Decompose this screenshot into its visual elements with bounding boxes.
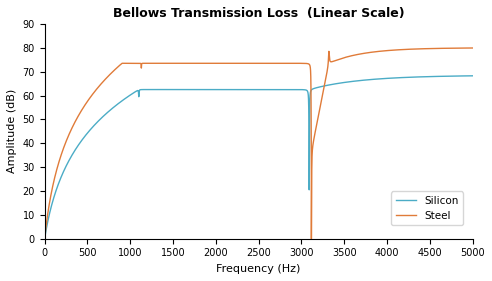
Steel <box>267 62 273 65</box>
Silicon <box>52 194 58 197</box>
Silicon <box>94 121 100 124</box>
Silicon <box>42 237 48 241</box>
Steel <box>314 120 320 123</box>
Silicon <box>314 86 320 89</box>
Steel <box>449 47 455 50</box>
Line: Steel: Steel <box>45 48 473 239</box>
Line: Silicon: Silicon <box>45 76 473 239</box>
Steel <box>52 177 58 180</box>
Silicon <box>449 74 455 78</box>
Steel <box>470 46 476 50</box>
Steel <box>430 47 435 50</box>
Legend: Silicon, Steel: Silicon, Steel <box>391 191 463 225</box>
Steel <box>94 87 100 90</box>
Silicon <box>267 88 273 91</box>
Silicon <box>470 74 476 78</box>
Title: Bellows Transmission Loss  (Linear Scale): Bellows Transmission Loss (Linear Scale) <box>113 7 404 20</box>
X-axis label: Frequency (Hz): Frequency (Hz) <box>216 264 301 274</box>
Steel <box>308 237 314 241</box>
Steel <box>42 237 48 240</box>
Silicon <box>430 75 435 78</box>
Y-axis label: Amplitude (dB): Amplitude (dB) <box>7 89 17 173</box>
